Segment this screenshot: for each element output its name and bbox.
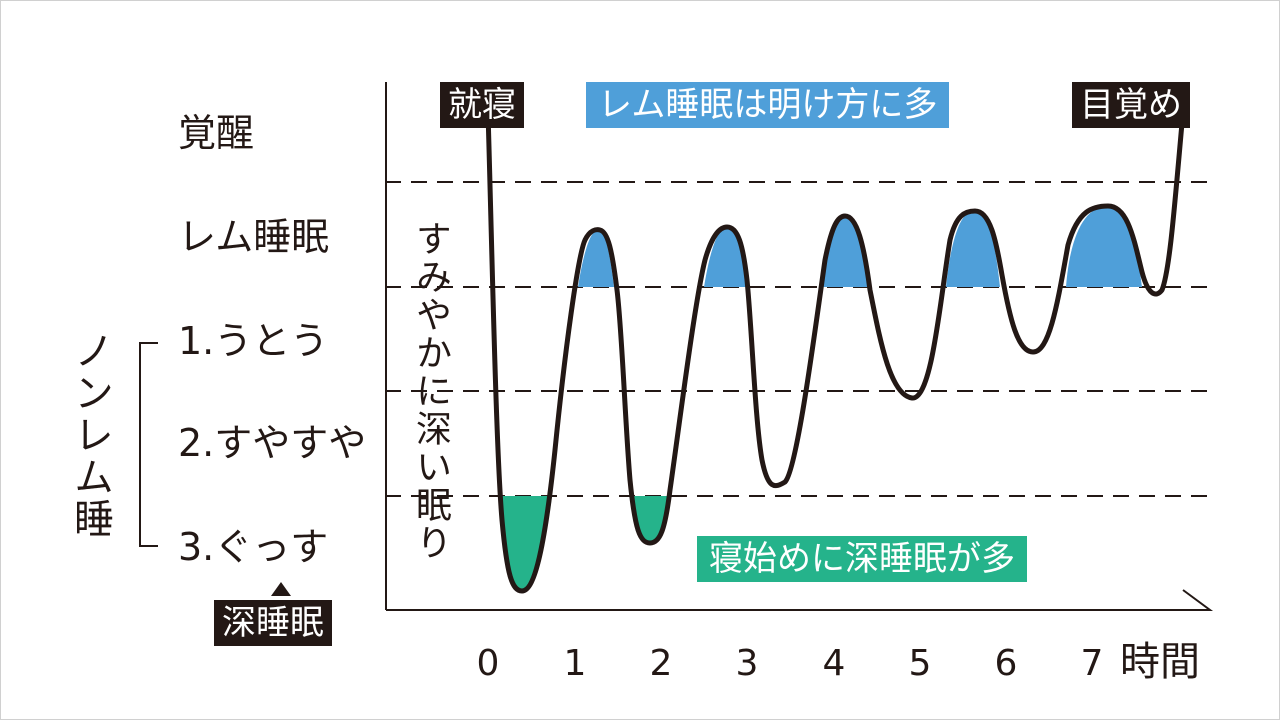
rem-fill-2 [704, 227, 747, 287]
x-tick-7: 7 [1080, 643, 1104, 684]
rem-fill-1 [578, 230, 614, 287]
x-tick-1: 1 [563, 643, 587, 684]
sleep-curve [485, 109, 1186, 594]
x-tick-4: 4 [822, 643, 846, 684]
deep-sleep-pointer [271, 582, 291, 596]
x-tick-5: 5 [908, 643, 932, 684]
level-label-rem: レム睡眠 [178, 215, 330, 259]
x-tick-2: 2 [649, 643, 673, 684]
rem-fill-4 [946, 211, 1000, 287]
rem-fill-5 [1066, 206, 1142, 287]
level-label-stage1: 1.うとう [178, 319, 329, 363]
x-tick-0: 0 [476, 643, 500, 684]
x-axis [386, 589, 1214, 611]
x-tick-3: 3 [735, 643, 759, 684]
nonrem-bracket [139, 342, 158, 547]
level-label-awake: 覚醒 [178, 111, 255, 155]
sleep-onset-badge: 就寝 [440, 82, 524, 128]
x-tick-6: 6 [994, 643, 1018, 684]
rem-note-badge: レム睡眠は明け方に多 [586, 82, 950, 128]
level-label-stage3: 3.ぐっす [178, 525, 329, 569]
level-label-stage2: 2.すやすや [178, 421, 367, 465]
wake-up-badge: 目覚め [1072, 82, 1190, 128]
deep-sleep-fill-1 [500, 496, 552, 592]
deep-sleep-badge: 深睡眠 [214, 600, 332, 646]
fall-asleep-note: すみやかに深い眠り [410, 220, 451, 562]
x-axis-label: 時間 [1120, 639, 1200, 685]
nonrem-label: ノンレム睡 [67, 330, 113, 540]
deep-note-badge: 寝始めに深睡眠が多 [697, 536, 1027, 582]
